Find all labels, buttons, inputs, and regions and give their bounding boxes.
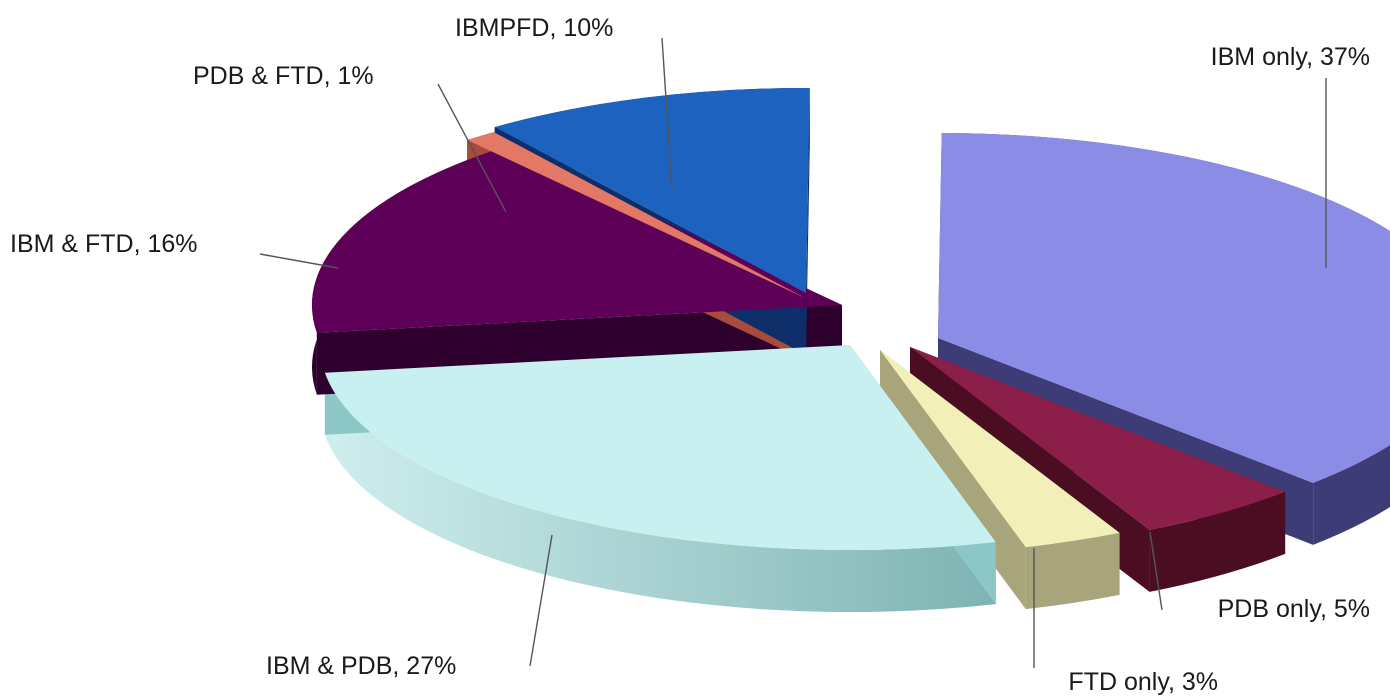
- slice-pdb-only: [910, 347, 1286, 530]
- slice-labels: IBM only, 37% PDB only, 5% FTD only, 3% IBM…: [10, 14, 1370, 696]
- slice-cut-face: [806, 88, 810, 355]
- slice-pdb-ftd: [467, 132, 805, 298]
- leader-line: [661, 37, 673, 191]
- slice-label: IBM only, 37%: [1211, 43, 1370, 71]
- leader-lines: [259, 37, 1327, 668]
- slice-ibm-pdb: [324, 345, 996, 550]
- slice-ftd-only: [880, 350, 1120, 548]
- leader-line: [529, 534, 553, 667]
- slice-label: FTD only, 3%: [1068, 668, 1218, 696]
- slice-label: PDB only, 5%: [1218, 595, 1370, 623]
- slice-label: IBM & PDB, 27%: [266, 652, 456, 680]
- slice-label: PDB & FTD, 1%: [193, 62, 374, 90]
- leader-line: [1149, 531, 1163, 611]
- slice-ibm-ftd: [312, 147, 842, 333]
- leader-line: [437, 83, 507, 213]
- slice-ibmpfd: [494, 88, 810, 293]
- slice-ibm-only: [938, 133, 1390, 483]
- slice-label: IBM & FTD, 16%: [10, 230, 198, 258]
- slice-label: IBMPFD, 10%: [455, 14, 613, 42]
- leader-line: [259, 253, 339, 269]
- slice-tops: [312, 88, 1390, 550]
- slice-side: [324, 372, 996, 612]
